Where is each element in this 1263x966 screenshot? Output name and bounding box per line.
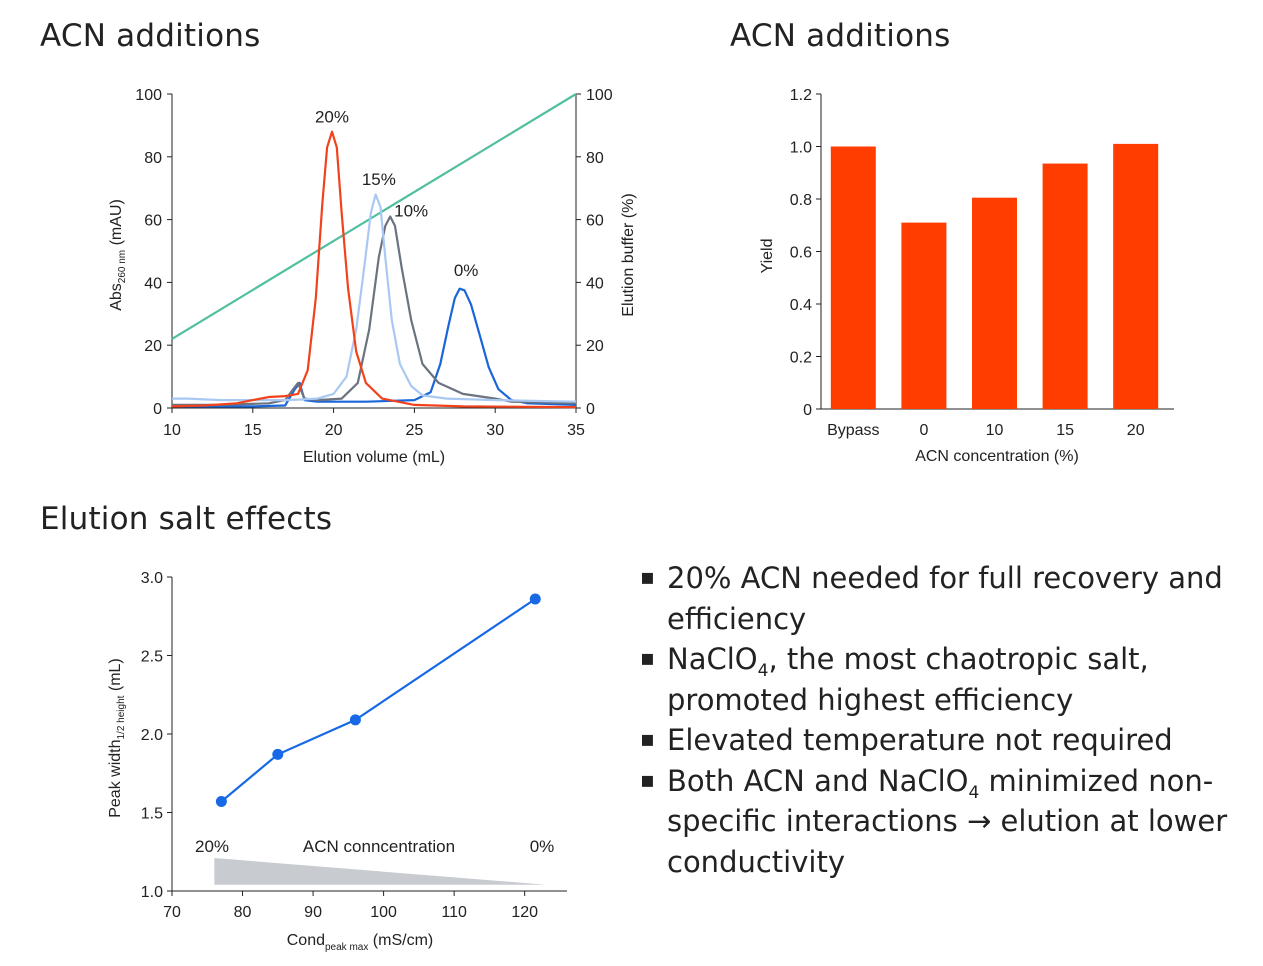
gradient-line (171, 93, 577, 340)
x-axis-label: Condpeak max (mS/cm) (287, 932, 433, 953)
series-label: 10% (394, 201, 428, 220)
x-tick-label: 15 (1056, 422, 1074, 439)
chart2-title: ACN additions (730, 18, 951, 54)
x-tick-label: 110 (441, 904, 467, 921)
series-label: 0% (454, 261, 479, 280)
wedge-label-right: 0% (530, 837, 555, 856)
series-label: 20% (315, 107, 349, 126)
bar-20 (1113, 143, 1159, 409)
chart3-title: Elution salt effects (40, 501, 333, 537)
y-tick-label: 80 (144, 150, 162, 167)
y2-axis-label: Elution buffer (%) (620, 193, 637, 316)
chart1-title: ACN additions (40, 18, 261, 54)
y-tick-label: 3.0 (141, 570, 163, 587)
series-label: 15% (362, 170, 396, 189)
y-tick-label: 0.2 (790, 350, 812, 367)
bar-15 (1042, 163, 1088, 409)
bullet-item: ▪ NaClO4, the most chaotropic salt, promo… (640, 639, 1240, 720)
bullet-item: ▪ Both ACN and NaClO4 minimized non-speci… (640, 761, 1240, 883)
series-line-10pct (172, 215, 577, 406)
y-tick-label: 2.5 (141, 649, 163, 666)
series-line-20pct (171, 130, 577, 409)
data-point (272, 748, 284, 760)
x-tick-label: 80 (234, 904, 252, 921)
y-tick-label: 2.0 (141, 727, 163, 744)
bar-10 (972, 197, 1017, 409)
y-tick-label: 0.4 (790, 297, 812, 314)
y-tick-label: 1.0 (141, 884, 163, 901)
y-tick-label: 40 (144, 275, 162, 292)
bullet-item: ▪ 20% ACN needed for full recovery and ef… (640, 558, 1240, 639)
y-tick-label: 1.0 (790, 140, 812, 157)
x-tick-label: 30 (486, 422, 504, 439)
data-point (349, 714, 361, 726)
bullet-text: Both ACN and NaClO4 minimized non-specif… (667, 763, 1228, 879)
wedge-label-center: ACN conncentration (303, 837, 455, 856)
x-tick-label: Bypass (827, 422, 879, 439)
y-tick-label: 100 (135, 87, 162, 104)
data-point (215, 796, 227, 808)
y2-tick-label: 100 (586, 87, 613, 104)
x-axis-label: ACN concentration (%) (915, 448, 1079, 465)
y2-tick-label: 80 (586, 150, 604, 167)
y-tick-label: 1.2 (790, 87, 812, 104)
y2-tick-label: 0 (586, 401, 595, 418)
y-tick-label: 20 (144, 338, 162, 355)
y2-tick-label: 60 (586, 213, 604, 230)
bullet-text: NaClO4, the most chaotropic salt, promot… (667, 642, 1149, 717)
y-axis-label: Abs260 nm (mAU) (108, 199, 128, 311)
x-tick-label: 0 (919, 422, 928, 439)
bar-0 (901, 222, 947, 409)
bullet-marker: ▪ (640, 767, 655, 793)
y-tick-label: 0.8 (790, 192, 812, 209)
acn-wedge (214, 858, 546, 885)
x-tick-label: 10 (986, 422, 1004, 439)
data-point (529, 593, 541, 605)
x-tick-label: 15 (244, 422, 262, 439)
y-tick-label: 0 (153, 401, 162, 418)
y2-tick-label: 40 (586, 275, 604, 292)
bullet-text: Elevated temperature not required (667, 723, 1173, 757)
bar-Bypass (830, 146, 876, 409)
bullet-item: ▪ Elevated temperature not required (640, 720, 1240, 761)
y-tick-label: 0 (803, 402, 812, 419)
x-tick-label: 10 (163, 422, 181, 439)
x-tick-label: 70 (163, 904, 181, 921)
x-tick-label: 35 (567, 422, 585, 439)
series-line-0pct (172, 287, 577, 408)
x-tick-label: 100 (370, 904, 397, 921)
y-tick-label: 60 (144, 213, 162, 230)
y-axis-label: Peak width1/2 height (mL) (107, 658, 127, 818)
x-tick-label: 20 (325, 422, 343, 439)
x-tick-label: 20 (1127, 422, 1145, 439)
wedge-label-left: 20% (195, 837, 229, 856)
y-tick-label: 1.5 (141, 806, 163, 823)
x-tick-label: 90 (304, 904, 322, 921)
bullet-text: 20% ACN needed for full recovery and eff… (667, 561, 1223, 636)
y-tick-label: 0.6 (790, 245, 812, 262)
data-line (220, 598, 536, 803)
series-line-15pct (172, 193, 577, 403)
bullet-marker: ▪ (640, 646, 655, 671)
x-tick-label: 25 (406, 422, 424, 439)
y-axis-label: Yield (759, 239, 776, 274)
x-axis-label: Elution volume (mL) (303, 449, 445, 466)
x-tick-label: 120 (511, 904, 538, 921)
y2-tick-label: 20 (586, 338, 604, 355)
bullet-list: ▪ 20% ACN needed for full recovery and ef… (640, 558, 1240, 882)
bullet-marker: ▪ (640, 565, 655, 590)
bullet-marker: ▪ (640, 727, 655, 752)
